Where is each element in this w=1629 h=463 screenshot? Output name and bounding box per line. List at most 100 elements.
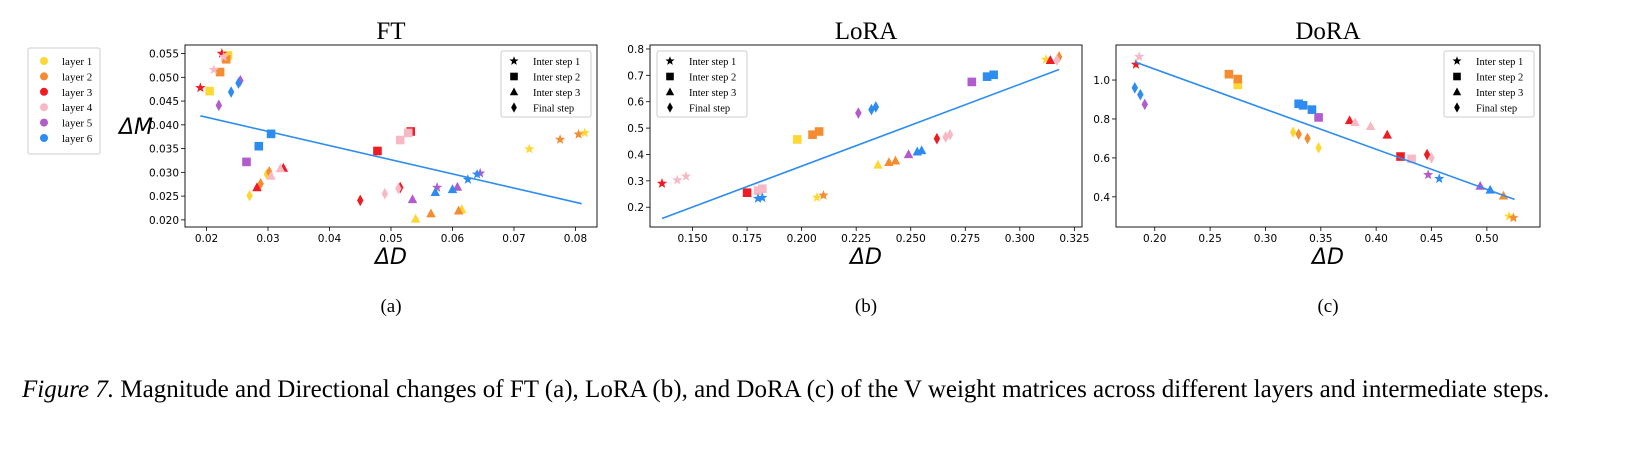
point-layer6-step2 bbox=[254, 141, 264, 151]
point-layer6-step3 bbox=[430, 187, 441, 196]
point-layer4-step4 bbox=[1053, 54, 1061, 66]
point-layer1-step2 bbox=[792, 135, 802, 144]
point-layer5-step4 bbox=[855, 107, 862, 119]
panel-1: FT 0.02 0.03 0.04 0.05 0.06 0.07 0.08 0.020 0.025… bbox=[117, 18, 598, 317]
x-tick-label: 0.20 bbox=[1143, 233, 1166, 245]
x-tick-label: 0.250 bbox=[896, 233, 926, 245]
point-layer4-step1 bbox=[208, 64, 220, 75]
step-legend-marker-diamond bbox=[1454, 102, 1460, 113]
point-layer2-step1 bbox=[554, 134, 566, 144]
step-legend-marker-diamond bbox=[511, 102, 517, 113]
point-layer2-step3 bbox=[453, 205, 464, 215]
point-layer1-step3 bbox=[873, 159, 883, 169]
step-legend-frame bbox=[656, 50, 748, 118]
point-layer3-step3 bbox=[252, 182, 262, 192]
y-tick-label: 0.4 bbox=[1093, 192, 1110, 204]
point-layer4-step3 bbox=[1365, 121, 1376, 131]
point-layer4-step3 bbox=[275, 163, 286, 173]
y-tick-label: 0.045 bbox=[149, 96, 179, 108]
point-layer4-step1 bbox=[672, 174, 683, 185]
point-layer1-step1 bbox=[524, 143, 535, 154]
layer-legend-swatch bbox=[40, 87, 48, 96]
x-tick-label: 0.275 bbox=[950, 233, 980, 245]
y-tick-label: 0.6 bbox=[1093, 153, 1110, 165]
step-legend-label: Inter step 3 bbox=[689, 88, 736, 99]
y-tick-label: 0.8 bbox=[627, 44, 644, 56]
point-layer2-step2 bbox=[1233, 74, 1243, 84]
x-tick-label: 0.200 bbox=[787, 233, 817, 245]
point-layer2-step1 bbox=[573, 128, 584, 139]
step-legend-label: Inter step 1 bbox=[1476, 57, 1523, 68]
point-layer5-step3 bbox=[407, 194, 418, 204]
step-legend-marker-star bbox=[665, 56, 675, 65]
point-layer4-step2 bbox=[395, 135, 405, 145]
x-tick-label: 0.04 bbox=[318, 233, 342, 245]
point-layer4-step4 bbox=[1428, 152, 1435, 164]
point-layer3-step2 bbox=[1396, 152, 1405, 161]
point-layer4-step2 bbox=[753, 186, 763, 195]
layer-legend: layer 1 layer 2 layer 3 layer 4 layer 5 layer… bbox=[27, 47, 101, 155]
x-tick-label: 0.40 bbox=[1364, 233, 1387, 245]
x-tick-label: 0.35 bbox=[1309, 233, 1332, 245]
point-layer1-step4 bbox=[246, 189, 253, 202]
x-tick-label: 0.08 bbox=[564, 233, 587, 245]
point-layer5-step3 bbox=[452, 181, 463, 191]
point-layer4-step2 bbox=[403, 128, 413, 138]
caption-label: Figure 7. bbox=[22, 376, 115, 403]
point-layer6-step1 bbox=[1434, 173, 1445, 184]
point-layer6-step1 bbox=[752, 193, 764, 203]
y-tick-label: 0.2 bbox=[627, 202, 644, 214]
point-layer6-step2 bbox=[1298, 101, 1308, 110]
point-layer3-step3 bbox=[1045, 55, 1056, 64]
point-layer2-step3 bbox=[426, 208, 436, 218]
x-tick-label: 0.05 bbox=[379, 233, 402, 245]
point-layer6-step1 bbox=[757, 192, 768, 203]
point-layer6-step2 bbox=[266, 129, 276, 139]
step-legend-marker-triangle bbox=[1452, 87, 1462, 96]
point-layer2-step3 bbox=[890, 155, 901, 165]
layer-legend-swatch bbox=[40, 57, 48, 65]
point-layer6-step3 bbox=[916, 145, 927, 155]
y-tick-label: 0.5 bbox=[627, 123, 644, 135]
panel-sub-label: (b) bbox=[855, 296, 877, 317]
point-layer4-step3 bbox=[266, 170, 276, 180]
x-tick-label: 0.25 bbox=[1198, 233, 1221, 245]
panel-title: DoRA bbox=[1295, 18, 1360, 45]
point-layer1-step1 bbox=[1503, 210, 1515, 221]
point-layer4-step4 bbox=[942, 131, 949, 143]
point-layer2-step2 bbox=[1224, 69, 1234, 79]
point-layer3-step1 bbox=[656, 178, 668, 188]
trend-line bbox=[200, 115, 582, 205]
step-legend-label: Inter step 2 bbox=[1476, 72, 1523, 83]
point-layer4-step1 bbox=[1134, 51, 1145, 62]
step-legend: Inter step 1 Inter step 2 Inter step 3 Fina… bbox=[500, 50, 592, 118]
point-layer6-step4 bbox=[227, 86, 235, 98]
point-layer5-step1 bbox=[432, 182, 443, 192]
x-tick-label: 0.300 bbox=[1005, 233, 1035, 245]
trend-line bbox=[1134, 61, 1515, 201]
step-legend-label: Final step bbox=[1476, 103, 1517, 114]
step-legend-label: Inter step 3 bbox=[533, 88, 580, 99]
panel-title: FT bbox=[376, 18, 405, 45]
point-layer6-step4 bbox=[872, 101, 880, 113]
step-legend-label: Final step bbox=[689, 103, 730, 114]
y-tick-label: 0.030 bbox=[149, 167, 179, 179]
step-legend-frame bbox=[1443, 50, 1535, 118]
point-layer5-step4 bbox=[1141, 98, 1149, 111]
point-layer2-step4 bbox=[266, 166, 273, 178]
x-tick-label: 0.03 bbox=[256, 233, 279, 245]
point-layer1-step1 bbox=[1040, 54, 1052, 64]
point-layer4-step1 bbox=[680, 170, 692, 181]
step-legend: Inter step 1 Inter step 2 Inter step 3 Fina… bbox=[1443, 50, 1535, 118]
y-tick-label: 0.7 bbox=[627, 70, 644, 82]
point-layer6-step2 bbox=[989, 70, 998, 80]
point-layer5-step2 bbox=[967, 77, 977, 87]
step-legend-label: Inter step 1 bbox=[689, 57, 736, 68]
point-layer1-step2 bbox=[1233, 80, 1243, 90]
x-tick-label: 0.02 bbox=[195, 233, 218, 245]
plot-frame bbox=[649, 44, 1083, 228]
point-layer2-step4 bbox=[1295, 128, 1302, 140]
point-layer2-step3 bbox=[884, 157, 894, 167]
y-tick-label: 0.055 bbox=[149, 49, 179, 61]
point-layer1-step4 bbox=[1289, 126, 1297, 139]
